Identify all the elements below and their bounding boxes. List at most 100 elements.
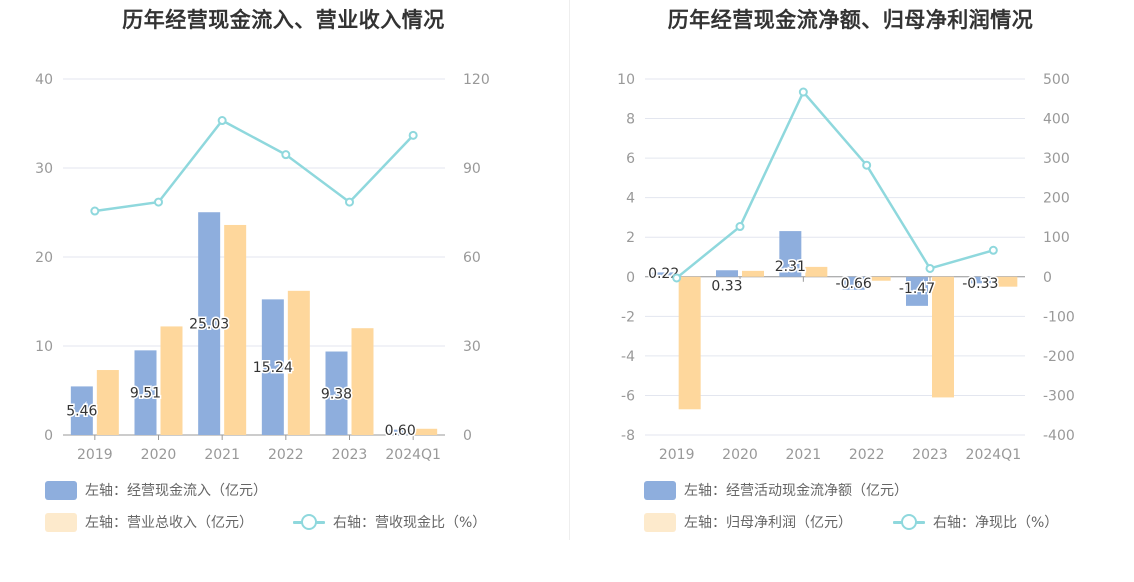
bar-primary (389, 429, 412, 435)
y-right-tick-label: 400 (1043, 112, 1070, 128)
bar-primary (198, 212, 221, 435)
bar-data-label: 9.51 (130, 386, 161, 402)
legend-swatch (644, 512, 676, 532)
chart-title: 历年经营现金流入、营业收入情况 (122, 8, 445, 32)
x-tick-label: 2020 (141, 447, 177, 463)
x-tick-label: 2022 (268, 447, 304, 463)
bar-data-label: 0.60 (385, 423, 416, 439)
legend-item-cash-revenue-ratio[interactable]: 右轴：营收现金比（%） (293, 512, 486, 532)
bar-secondary (932, 276, 954, 398)
bar-data-label: -0.33 (962, 276, 998, 292)
legend-item-net-cash-ratio[interactable]: 右轴：净现比（%） (893, 512, 1058, 532)
y-left-tick-label: -6 (621, 388, 635, 404)
legend-label: 左轴：经营现金流入（亿元） (85, 483, 267, 499)
bar-primary (134, 350, 157, 435)
bar-data-label: -1.47 (899, 281, 935, 297)
legend-swatch (45, 512, 77, 532)
bar-primary (652, 272, 675, 277)
chart-title: 历年经营现金流净额、归母净利润情况 (667, 8, 1034, 32)
ratio-point (345, 197, 354, 207)
y-right-tick-label: 100 (1043, 230, 1070, 246)
chart-panel-left: 历年经营现金流入、营业收入情况 0 10 20 30 40 0 30 60 90 120 2019 2… (35, 8, 490, 532)
legend-item-net-cash-flow[interactable]: 左轴：经营活动现金流净额（亿元） (644, 480, 908, 500)
bar-secondary (160, 326, 183, 435)
ratio-point (925, 263, 935, 273)
x-tick-label: 2021 (204, 447, 240, 463)
legend-label: 左轴：营业总收入（亿元） (85, 515, 253, 531)
bar-secondary (742, 270, 764, 277)
y-right-tick-label: -100 (1043, 309, 1075, 325)
y-right-tick-label: 90 (463, 161, 481, 177)
bar-secondary (96, 370, 119, 435)
x-tick-label: 2021 (786, 447, 822, 463)
ratio-point (735, 222, 745, 232)
y-left-tick-label: 30 (35, 161, 53, 177)
chart-panel-right: 历年经营现金流净额、归母净利润情况 -8 -6 -4 -2 0 2 4 6 8 10 -400 -30… (567, 0, 1134, 582)
bar-data-label: 0.33 (711, 279, 742, 295)
legend-line-icon (893, 513, 925, 532)
bar-secondary (287, 290, 310, 435)
y-left-tick-label: 40 (35, 72, 53, 88)
y-left-tick-label: 4 (626, 191, 635, 207)
y-left-tick-label: 2 (626, 230, 635, 246)
bar-data-label: 5.46 (66, 404, 97, 420)
bar-data-label: -0.66 (836, 276, 872, 292)
bar-primary (70, 386, 93, 435)
ratio-line (94, 118, 415, 213)
y-left-tick-label: 6 (626, 151, 635, 167)
ratio-point (798, 87, 808, 97)
ratio-point (408, 130, 418, 140)
bar-secondary (678, 276, 701, 410)
y-right-tick-label: 300 (1043, 151, 1070, 167)
x-tick-label: 2024Q1 (385, 447, 441, 463)
y-right-tick-label: 200 (1043, 191, 1070, 207)
y-right-tick-label: 500 (1043, 72, 1070, 88)
ratio-point (988, 245, 998, 255)
bar-secondary (351, 328, 374, 435)
y-left-tick-label: 10 (35, 339, 53, 355)
legend-item-revenue[interactable]: 左轴：营业总收入（亿元） (45, 512, 253, 532)
x-tick-label: 2019 (659, 447, 695, 463)
legend-label: 左轴：归母净利润（亿元） (684, 515, 852, 531)
x-tick-label: 2023 (332, 447, 368, 463)
y-left-tick-label: -8 (621, 428, 635, 444)
bar-data-label: 2.31 (775, 259, 806, 275)
ratio-line (675, 89, 994, 279)
legend-label: 右轴：净现比（%） (933, 515, 1059, 531)
bar-secondary (995, 276, 1018, 287)
bar-primary (261, 299, 284, 435)
bar-primary (716, 270, 738, 277)
legend-line-icon (293, 513, 325, 532)
y-right-tick-label: -300 (1043, 388, 1075, 404)
bar-primary (906, 276, 928, 306)
legend-swatch (45, 480, 77, 500)
ratio-point (154, 197, 163, 207)
bar-data-label: 15.24 (253, 360, 293, 376)
x-tick-label: 2019 (77, 447, 113, 463)
ratio-point (672, 273, 682, 283)
ratio-point (217, 116, 227, 126)
y-right-tick-label: 120 (463, 72, 490, 88)
bar-primary (842, 276, 865, 290)
bar-primary (969, 276, 992, 284)
legend-item-net-profit[interactable]: 左轴：归母净利润（亿元） (644, 512, 852, 532)
y-left-tick-label: 20 (35, 250, 53, 266)
y-left-tick-label: 8 (626, 112, 635, 128)
bar-secondary (805, 266, 828, 277)
bar-primary (325, 351, 348, 435)
panel-divider (569, 0, 570, 540)
bar-primary (779, 231, 802, 277)
y-right-tick-label: 0 (463, 428, 472, 444)
y-right-tick-label: 0 (1043, 270, 1052, 286)
y-left-tick-label: 10 (617, 72, 635, 88)
y-right-tick-label: -200 (1043, 349, 1075, 365)
ratio-point (90, 206, 100, 216)
legend-item-cash-inflow[interactable]: 左轴：经营现金流入（亿元） (45, 480, 267, 500)
legend-label: 左轴：经营活动现金流净额（亿元） (684, 483, 908, 499)
bar-secondary (868, 276, 891, 281)
legend-swatch (644, 480, 676, 500)
x-tick-label: 2020 (722, 447, 758, 463)
bar-data-label: 9.38 (321, 386, 352, 402)
ratio-point (281, 150, 291, 160)
